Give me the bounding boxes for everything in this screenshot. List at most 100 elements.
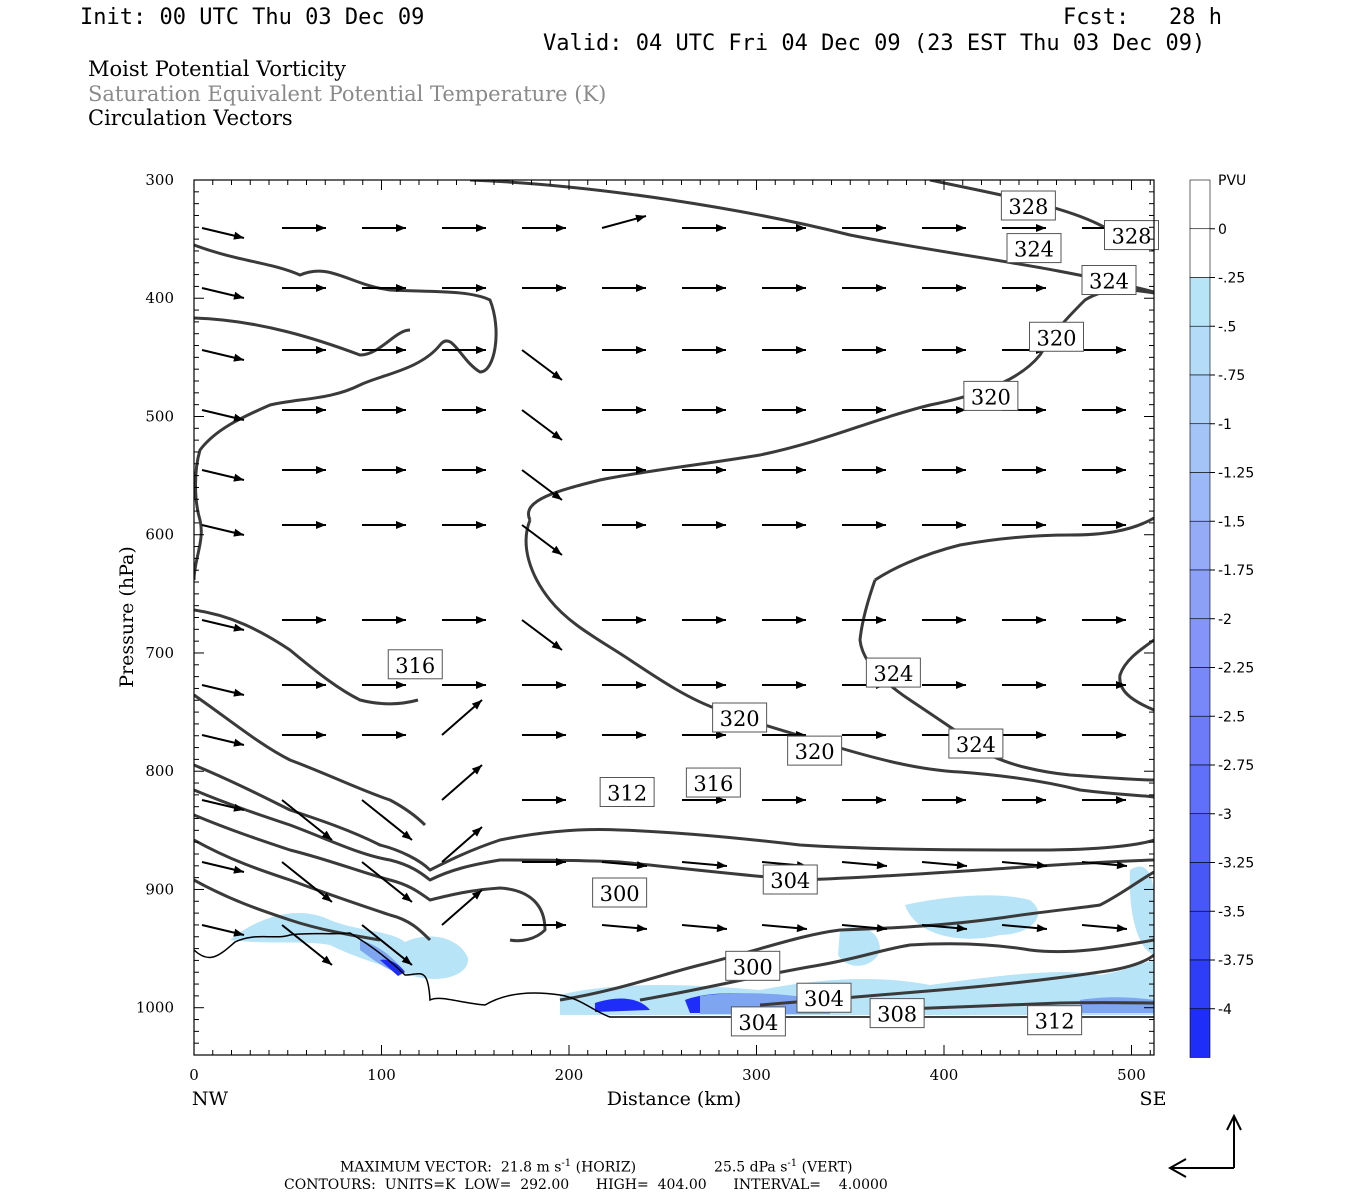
colorbar-label: -2.25: [1218, 661, 1254, 677]
theta-es-contour: [469, 180, 1154, 294]
y-tick-label: 500: [145, 407, 174, 425]
wind-vector: [442, 224, 486, 232]
wind-vector: [1082, 616, 1126, 624]
wind-vector: [201, 799, 245, 812]
wind-vector: [522, 921, 566, 929]
x-tick-label: 100: [367, 1066, 396, 1084]
svg-text:320: 320: [1036, 326, 1076, 350]
wind-vector: [922, 466, 966, 474]
y-tick-label: 700: [145, 644, 174, 662]
colorbar-swatch: [1189, 520, 1211, 571]
wind-vector: [282, 521, 326, 529]
theta-es-contour: [194, 693, 427, 827]
wind-vector: [602, 466, 646, 474]
wind-vector: [682, 346, 726, 354]
wind-vector: [1082, 731, 1126, 739]
contour-label: 324: [1081, 265, 1137, 296]
contour-label: 320: [787, 735, 843, 766]
svg-text:320: 320: [720, 707, 760, 731]
wind-vector: [201, 524, 245, 537]
wind-vector: [521, 469, 563, 501]
wind-vector: [842, 796, 886, 804]
x-end-label-left: NW: [192, 1088, 229, 1110]
wind-vector: [281, 924, 333, 966]
wind-vector: [1082, 406, 1126, 414]
wind-vector: [442, 346, 486, 354]
wind-vector: [442, 466, 486, 474]
wind-vector: [922, 406, 966, 414]
x-end-label-right: SE: [1140, 1088, 1167, 1110]
svg-text:328: 328: [1008, 195, 1048, 219]
contour-label: 320: [712, 702, 768, 733]
wind-vector: [281, 861, 333, 903]
colorbar-swatch: [1189, 569, 1211, 620]
wind-vector: [522, 284, 566, 292]
colorbar-label: -4: [1218, 1002, 1232, 1018]
negative-pv-region: [1080, 997, 1154, 1013]
colorbar-label: -1.75: [1218, 563, 1254, 579]
svg-text:324: 324: [1089, 270, 1129, 294]
wind-vector: [682, 681, 726, 689]
wind-vector: [282, 284, 326, 292]
wind-vector: [762, 406, 806, 414]
wind-vector: [1082, 681, 1126, 689]
wind-vector: [442, 616, 486, 624]
colorbar-swatch: [1189, 277, 1211, 327]
wind-vector: [922, 616, 966, 624]
contour-label: 304: [762, 864, 818, 895]
svg-text:312: 312: [1035, 1010, 1075, 1034]
colorbar-swatch: [1189, 325, 1211, 376]
colorbar-label: -.5: [1218, 319, 1236, 335]
wind-vector: [362, 346, 406, 354]
wind-vector: [201, 227, 245, 240]
y-tick-label: 400: [145, 289, 174, 307]
wind-vector: [922, 224, 966, 232]
colorbar-label: -.25: [1218, 271, 1245, 287]
contour-label: 304: [730, 1006, 786, 1037]
wind-vector: [441, 889, 483, 926]
wind-vector: [681, 861, 728, 870]
wind-vector: [762, 521, 806, 529]
wind-vector: [442, 521, 486, 529]
wind-vector: [682, 521, 726, 529]
wind-vector: [1082, 346, 1126, 354]
theta-es-contour: [879, 1001, 1154, 1012]
wind-vector: [201, 924, 245, 937]
colorbar-label: 0: [1218, 222, 1227, 238]
wind-vector: [602, 681, 646, 689]
wind-vector: [922, 796, 966, 804]
svg-text:300: 300: [733, 955, 773, 979]
wind-vector: [602, 731, 646, 739]
wind-vector: [1002, 616, 1046, 624]
reference-vector-icon: [1167, 1113, 1242, 1178]
contour-label: 300: [592, 877, 648, 908]
wind-vector: [922, 521, 966, 529]
wind-vector: [282, 224, 326, 232]
theta-es-contour: [874, 516, 1154, 582]
wind-vector: [522, 858, 566, 866]
wind-vector: [522, 796, 566, 804]
valid-time: Valid: 04 UTC Fri 04 Dec 09 (23 EST Thu …: [543, 31, 1206, 56]
wind-vector: [521, 409, 563, 441]
wind-vector: [682, 796, 726, 804]
y-tick-label: 800: [145, 762, 174, 780]
theta-es-contour: [1118, 638, 1154, 712]
svg-text:312: 312: [607, 782, 647, 806]
svg-text:324: 324: [873, 662, 913, 686]
negative-pv-region: [230, 912, 469, 979]
terrain-surface: [194, 932, 1154, 1018]
wind-vector: [602, 406, 646, 414]
colorbar-label: -3: [1218, 807, 1232, 823]
y-axis-label: Pressure (hPa): [116, 546, 138, 688]
wind-vector: [281, 799, 333, 841]
colorbar-swatch: [1189, 862, 1211, 912]
wind-vector: [522, 731, 566, 739]
wind-vector: [442, 406, 486, 414]
wind-vector: [762, 284, 806, 292]
wind-vector: [442, 681, 486, 689]
colorbar-swatch: [1189, 374, 1211, 425]
negative-pv-region: [595, 998, 650, 1012]
contour-label: 312: [1027, 1005, 1083, 1036]
wind-vector: [682, 406, 726, 414]
colorbar-label: -2.5: [1218, 709, 1245, 725]
